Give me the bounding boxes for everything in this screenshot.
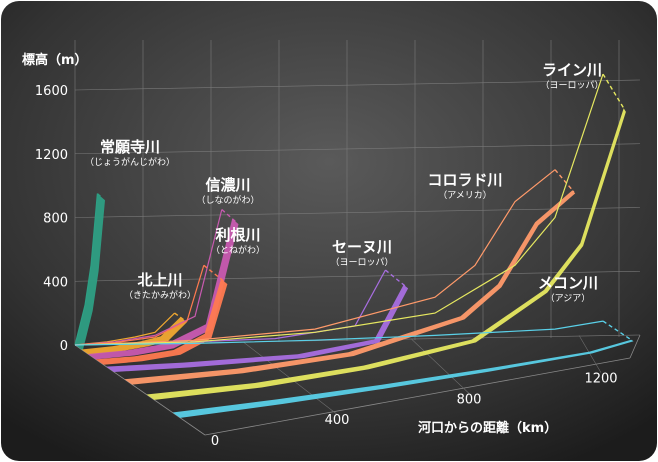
x-axis-title: 河口からの距離（km） (418, 420, 557, 436)
river-ribbon (81, 317, 187, 355)
river-connector (602, 320, 633, 342)
river-name-label: セーヌ川 (332, 238, 392, 256)
river-connector (554, 169, 575, 193)
river-profile-line (74, 73, 604, 346)
grid-line (629, 334, 641, 359)
river-lines (74, 73, 633, 346)
river-connector (602, 73, 626, 111)
river-reading-label: （とねがわ） (211, 244, 265, 256)
river-name-label: 利根川 (215, 226, 260, 244)
river-connector (203, 264, 225, 283)
river-connector (221, 209, 236, 222)
y-tick-label: 0 (60, 339, 68, 354)
grid-line (74, 143, 641, 155)
river-profile-line (74, 193, 98, 346)
river-name-label: 北上川 (137, 271, 182, 289)
x-tick-label: 1200 (584, 372, 617, 387)
river-name-label: 常願寺川 (100, 138, 160, 156)
x-tick-label: 0 (211, 434, 219, 449)
x-tick-label: 800 (457, 392, 482, 407)
river-reading-label: （ヨーロッパ） (540, 80, 603, 91)
y-tick-label: 1200 (35, 148, 68, 163)
river-connector (96, 193, 102, 198)
river-reading-label: （じょうがんじがわ） (85, 156, 175, 168)
y-tick-label: 800 (43, 212, 68, 227)
river-profile-line (74, 169, 556, 346)
river-reading-label: （きたかみがわ） (124, 289, 196, 301)
river-name-label: ライン川 (542, 61, 602, 79)
river-reading-label: （アジア） (546, 293, 591, 304)
grid-line (578, 335, 602, 373)
river-ribbon (172, 339, 634, 418)
river-ribbon (106, 284, 409, 372)
river-reading-label: （アメリカ） (438, 190, 492, 201)
grid-line (410, 338, 470, 394)
x-tick-label: 400 (325, 413, 350, 428)
y-tick-label: 1600 (35, 84, 68, 99)
river-profile-line (74, 320, 604, 346)
chart-grid (74, 40, 641, 436)
grid-line (74, 270, 641, 282)
axis-ticks: 0 400 800 1200 1600 0 400 800 1200 (35, 84, 618, 449)
river-reading-label: （しなのがわ） (196, 194, 259, 206)
river-connector (384, 269, 407, 288)
river-labels: 常願寺川（じょうがんじがわ） 北上川（きたかみがわ） 信濃川（しなのがわ） 利根川（と… (85, 61, 604, 304)
river-name-label: 信濃川 (205, 176, 250, 194)
river-connector (174, 312, 185, 321)
grid-line (204, 357, 631, 436)
grid-line (74, 344, 206, 436)
grid-line (74, 207, 641, 218)
y-axis-title: 標高（m） (22, 52, 88, 68)
river-reading-label: （ヨーロッパ） (330, 257, 393, 268)
river-name-label: コロラド川 (427, 171, 502, 189)
grid-line (74, 79, 641, 91)
river-name-label: メコン川 (538, 274, 598, 292)
y-tick-label: 400 (43, 275, 68, 290)
